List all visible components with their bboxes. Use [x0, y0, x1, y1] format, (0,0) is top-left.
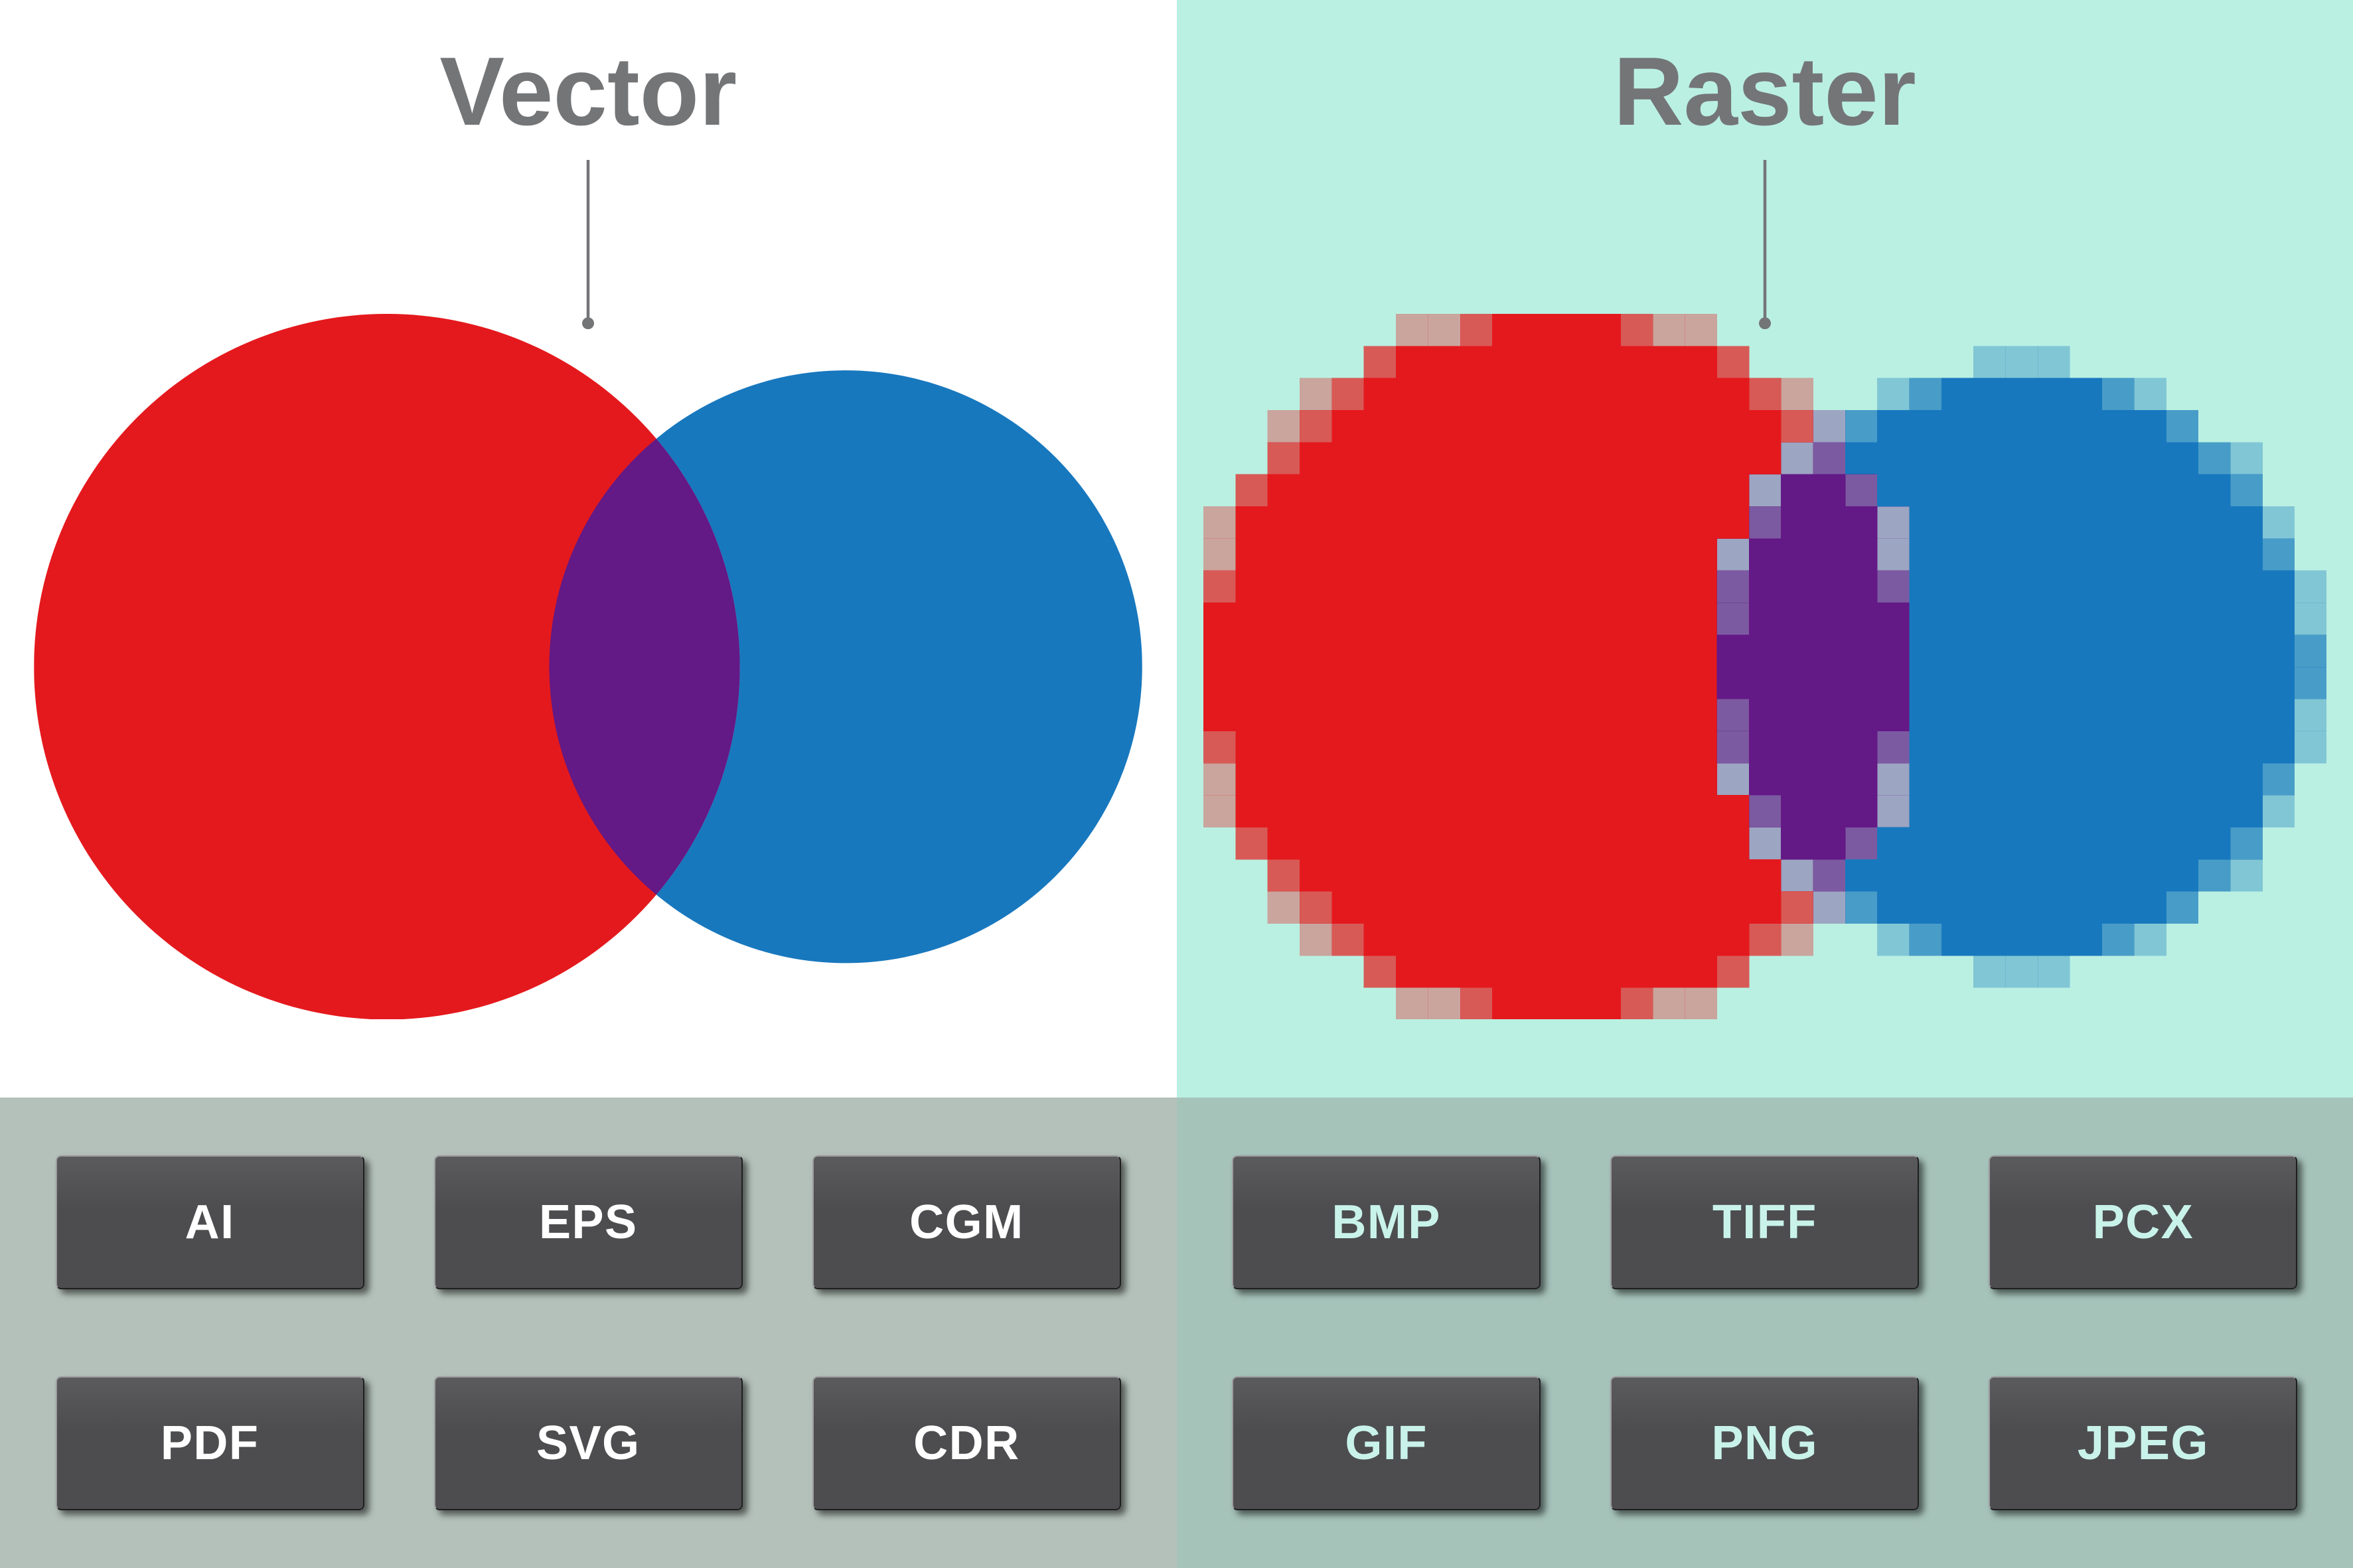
format-badge-pdf: PDF — [56, 1376, 364, 1510]
format-badge-pcx: PCX — [1989, 1155, 2297, 1289]
format-badge-eps: EPS — [434, 1155, 743, 1289]
format-badge-cgm: CGM — [812, 1155, 1121, 1289]
raster-title: Raster — [1177, 36, 2353, 148]
vector-pointer — [575, 160, 601, 329]
vector-title: Vector — [0, 36, 1177, 148]
vector-panel: Vector — [0, 0, 1177, 1098]
format-badge-bmp: BMP — [1232, 1155, 1541, 1289]
raster-panel: Raster — [1177, 0, 2353, 1098]
vector-formats-footer: AI EPS CGM PDF SVG CDR — [0, 1098, 1177, 1568]
format-badge-jpeg: JPEG — [1989, 1376, 2297, 1510]
format-badge-ai: AI — [56, 1155, 364, 1289]
format-badge-png: PNG — [1610, 1376, 1919, 1510]
format-badge-tiff: TIFF — [1610, 1155, 1919, 1289]
vector-venn — [34, 314, 1142, 1023]
infographic-stage: Vector Raster AI EPS CGM PDF SVG CDR BMP TIFF P… — [0, 0, 2353, 1568]
raster-formats-footer: BMP TIFF PCX GIF PNG JPEG — [1177, 1098, 2353, 1568]
raster-venn — [1203, 314, 2326, 1023]
format-badge-gif: GIF — [1232, 1376, 1541, 1510]
format-badge-svg: SVG — [434, 1376, 743, 1510]
raster-pointer — [1752, 160, 1778, 329]
format-badge-cdr: CDR — [812, 1376, 1121, 1510]
